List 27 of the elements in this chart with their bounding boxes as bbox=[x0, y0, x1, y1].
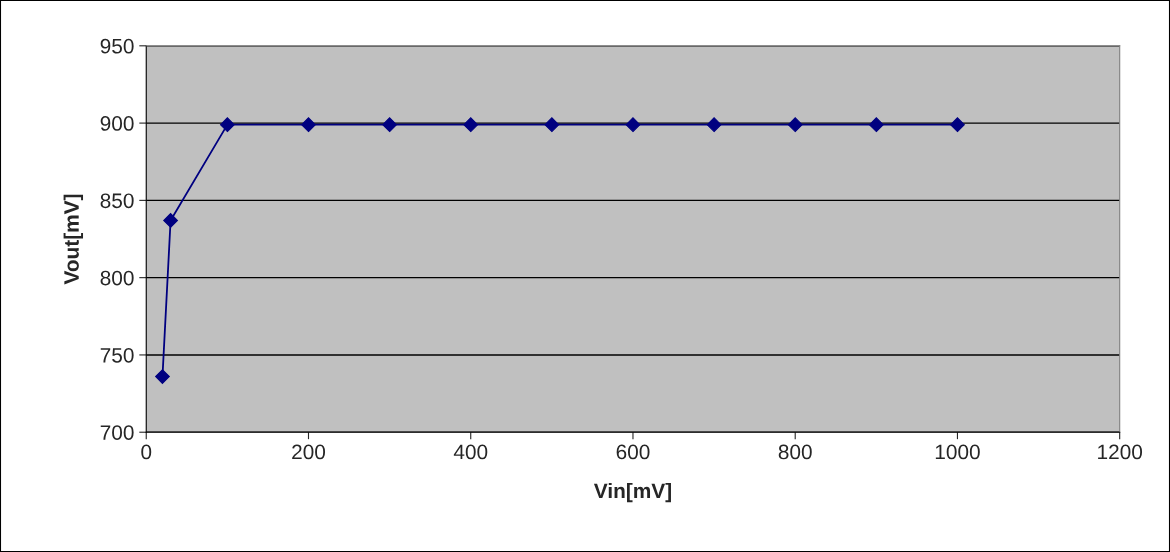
x-tick-label: 1200 bbox=[1098, 444, 1143, 460]
point bbox=[382, 117, 397, 133]
point bbox=[155, 369, 170, 384]
point bbox=[868, 117, 884, 133]
point bbox=[163, 213, 178, 228]
y-tick-label: 700 bbox=[100, 425, 134, 440]
x-tick-label: 400 bbox=[453, 444, 488, 460]
y-tick-label: 900 bbox=[100, 116, 134, 131]
x-tick-label: 1000 bbox=[935, 444, 980, 460]
x-tick-label: 600 bbox=[616, 444, 650, 460]
point bbox=[463, 117, 479, 133]
x-tick-label: 800 bbox=[778, 444, 812, 460]
x-tick-label: 200 bbox=[292, 444, 326, 460]
point bbox=[625, 117, 641, 133]
point bbox=[219, 117, 235, 133]
y-axis-title: Vout[mV] bbox=[63, 194, 84, 285]
point bbox=[544, 117, 560, 133]
point bbox=[787, 117, 803, 133]
point bbox=[950, 117, 965, 133]
point bbox=[301, 117, 316, 133]
x-tick-label: 0 bbox=[141, 444, 152, 460]
y-tick-label: 750 bbox=[100, 347, 134, 363]
x-axis-title: Vin[mV] bbox=[593, 482, 671, 503]
y-tick-label: 950 bbox=[100, 38, 134, 54]
y-tick-label: 800 bbox=[100, 270, 134, 286]
point bbox=[706, 117, 722, 133]
y-tick-label: 850 bbox=[100, 193, 134, 209]
